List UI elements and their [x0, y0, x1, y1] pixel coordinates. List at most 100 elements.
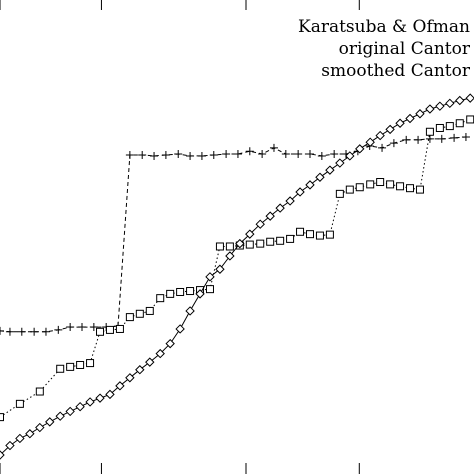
series-2-point-20 — [195, 289, 205, 299]
series-0-point-27 — [317, 151, 326, 160]
series-2-point-34 — [335, 158, 345, 168]
series-2-point-6 — [55, 411, 65, 421]
series-1-point-34 — [366, 180, 375, 189]
series-1-point-24 — [266, 237, 275, 246]
series-1-point-4 — [66, 362, 75, 371]
series-1-point-15 — [176, 287, 185, 296]
legend-label-smoothed-cantor: smoothed Cantor — [321, 61, 471, 81]
series-2-point-10 — [95, 393, 105, 403]
series-0-point-39 — [461, 132, 470, 141]
series-0-point-2 — [17, 327, 26, 336]
series-0-point-26 — [305, 150, 314, 159]
series-2-point-33 — [325, 165, 335, 175]
series-2-point-0 — [0, 450, 5, 460]
series-0-point-1 — [5, 327, 14, 336]
series-2-point-8 — [75, 401, 85, 412]
series-2-point-11 — [105, 389, 115, 400]
legend: Karatsuba & Ofman original Cantor smooth… — [298, 17, 471, 81]
series-0-point-19 — [222, 150, 231, 159]
series-2-point-13 — [125, 373, 135, 383]
series-0-point-32 — [378, 143, 387, 152]
series-1-point-29 — [315, 231, 324, 240]
series-0-point-7 — [78, 323, 87, 332]
series-2-point-30 — [295, 187, 305, 197]
series-2-point-47 — [465, 93, 474, 103]
series-1-point-41 — [435, 123, 444, 132]
series-1-point-39 — [415, 185, 424, 194]
series-0-point-22 — [258, 150, 267, 159]
series-0-point-12 — [138, 150, 147, 159]
series-0-point-15 — [174, 150, 183, 159]
series-2-point-43 — [425, 104, 435, 114]
series-1-point-27 — [296, 227, 305, 236]
series-1-point-9 — [115, 324, 124, 333]
series-2-point-28 — [275, 203, 285, 213]
series-2-point-22 — [215, 264, 225, 274]
series-1-point-37 — [396, 182, 405, 191]
series-2-point-40 — [395, 118, 405, 128]
series-1-point-42 — [445, 122, 454, 131]
series-0-point-23 — [269, 143, 278, 152]
axis-ticks — [0, 0, 360, 474]
series-0-point-4 — [41, 327, 50, 336]
series-1-point-6 — [86, 359, 95, 368]
series-1-point-0 — [0, 413, 4, 422]
series-2-point-1 — [5, 440, 15, 451]
series-2-point-31 — [305, 180, 315, 190]
series-2-point-15 — [145, 357, 155, 367]
legend-label-original-cantor: original Cantor — [339, 39, 471, 59]
series-0-point-21 — [245, 147, 254, 156]
series-0-point-16 — [186, 151, 195, 160]
series-1-point-44 — [466, 115, 474, 124]
series-2 — [0, 93, 474, 460]
series-1-point-8 — [105, 325, 114, 334]
series-0-point-38 — [450, 133, 459, 142]
series-2-point-44 — [435, 101, 445, 111]
series-0-point-14 — [161, 150, 170, 159]
series-1-point-7 — [96, 327, 105, 336]
series-1-point-22 — [245, 240, 254, 249]
series-1-point-12 — [145, 306, 154, 315]
series-2-point-2 — [15, 433, 25, 444]
series-1-point-11 — [135, 309, 144, 318]
series-0-point-6 — [66, 323, 75, 332]
series-0-point-18 — [209, 150, 218, 159]
series-2-point-24 — [235, 238, 245, 249]
series-0-point-13 — [150, 151, 159, 160]
series-0-point-33 — [389, 139, 398, 148]
series-1-point-25 — [276, 236, 285, 245]
series-layer — [0, 93, 474, 460]
series-2-point-14 — [135, 365, 145, 375]
series-1-point-30 — [325, 230, 334, 239]
series-1-point-16 — [186, 287, 195, 296]
series-1-point-2 — [35, 387, 44, 396]
series-1-point-32 — [345, 185, 354, 194]
series-0-point-35 — [414, 135, 423, 144]
series-1-point-19 — [215, 242, 224, 251]
series-1 — [0, 115, 474, 422]
series-2-point-38 — [375, 130, 385, 141]
series-0-point-0 — [0, 326, 4, 335]
series-2-point-27 — [265, 211, 275, 221]
series-2-point-3 — [25, 429, 35, 439]
series-2-point-25 — [245, 229, 255, 239]
series-1-point-20 — [225, 242, 234, 251]
series-1-point-23 — [256, 239, 265, 248]
series-1-point-33 — [355, 183, 364, 192]
series-1-point-10 — [125, 313, 134, 322]
series-1-point-35 — [376, 178, 385, 187]
series-2-point-7 — [65, 406, 75, 417]
series-2-point-41 — [405, 113, 415, 124]
series-1-point-3 — [56, 364, 65, 373]
series-0-point-3 — [30, 327, 39, 336]
series-2-point-32 — [315, 172, 325, 182]
series-1-point-14 — [166, 289, 175, 298]
series-1-point-31 — [335, 189, 344, 198]
series-1-point-36 — [386, 180, 395, 189]
series-2-point-46 — [455, 95, 465, 106]
series-1-point-26 — [286, 234, 295, 243]
series-0-point-20 — [233, 150, 242, 159]
series-0-point-5 — [54, 325, 63, 334]
